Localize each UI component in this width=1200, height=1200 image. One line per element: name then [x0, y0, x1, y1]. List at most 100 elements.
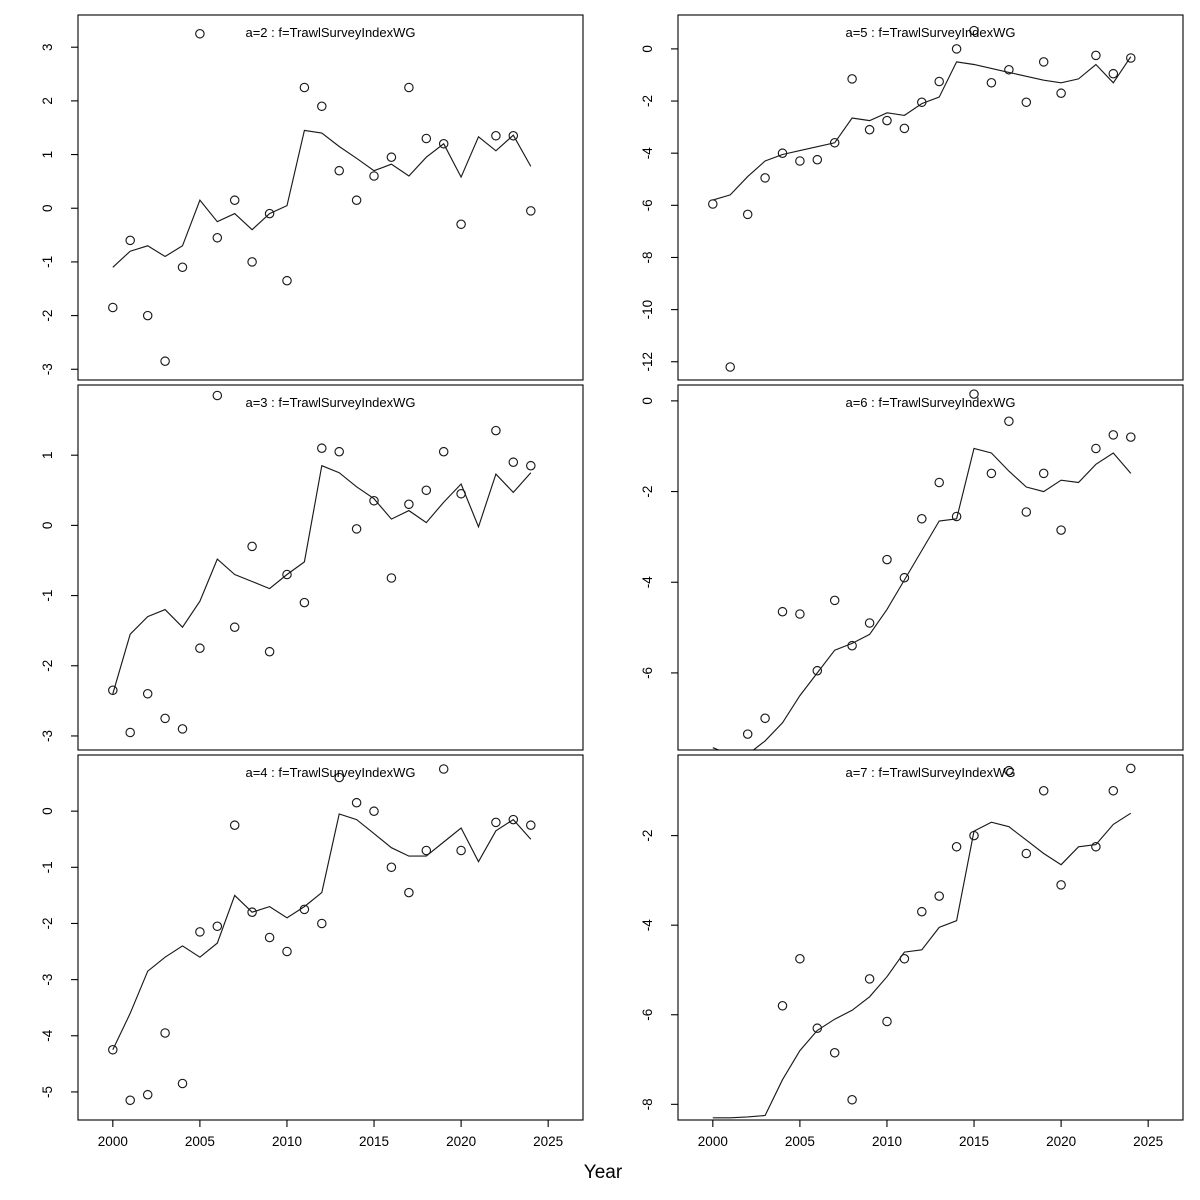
x-tick-label: 2020 [446, 1134, 476, 1149]
y-tick-label: -1 [40, 256, 55, 268]
y-tick-label: -6 [640, 667, 655, 679]
y-tick-label: 0 [640, 45, 655, 53]
observation-point [882, 554, 892, 565]
observation-point [708, 199, 718, 209]
observation-point [1126, 432, 1136, 442]
fitted-line [112, 813, 532, 1051]
y-tick-label: -4 [640, 147, 655, 159]
observation-point [125, 1095, 135, 1106]
y-tick-label: -4 [40, 1029, 55, 1041]
observation-point [864, 618, 875, 628]
observation-point [1091, 50, 1101, 61]
observation-point [491, 131, 501, 141]
observation-point [317, 101, 327, 112]
observation-point [917, 97, 927, 108]
x-tick-label: 2010 [272, 1134, 302, 1149]
observation-point [264, 208, 275, 219]
observation-point [1056, 880, 1066, 890]
observation-point [864, 974, 875, 984]
observation-point [195, 643, 205, 653]
observation-point [282, 275, 292, 286]
y-tick-label: 0 [40, 807, 55, 815]
observation-point [317, 443, 327, 453]
observation-point [142, 1089, 153, 1100]
observation-point [108, 302, 118, 313]
y-tick-label: -4 [640, 919, 655, 931]
x-tick-label: 2015 [959, 1134, 989, 1149]
observation-point [742, 209, 753, 220]
observation-point [917, 514, 927, 524]
observation-point [899, 572, 910, 583]
observation-point [795, 156, 805, 166]
y-tick-label: 2 [40, 97, 55, 105]
fitted-line [712, 447, 1132, 750]
panel-title: a=3 : f=TrawlSurveyIndexWG [245, 395, 415, 410]
x-axis-label: Year [584, 1162, 623, 1183]
observation-point [1091, 842, 1101, 852]
y-tick-label: -5 [40, 1086, 55, 1098]
observation-point [456, 489, 466, 499]
y-tick-label: 3 [40, 43, 55, 51]
observation-point [386, 152, 397, 162]
y-tick-label: -2 [40, 917, 55, 929]
observation-point [351, 797, 362, 808]
y-tick-label: -1 [40, 861, 55, 873]
observation-point [438, 764, 449, 774]
observation-point [334, 446, 344, 457]
y-tick-label: -2 [40, 660, 55, 672]
observation-point [282, 946, 292, 957]
observation-point [229, 195, 240, 205]
observation-point [264, 932, 275, 943]
observation-point [421, 485, 432, 496]
observation-point [212, 921, 223, 932]
observation-point [1108, 786, 1119, 796]
observation-point [795, 609, 805, 619]
observation-point [1004, 416, 1014, 427]
observation-point [351, 195, 362, 205]
observation-point [934, 891, 944, 901]
y-tick-label: -6 [640, 1009, 655, 1021]
observation-point [934, 76, 944, 87]
panel-data-layer [108, 29, 536, 366]
fitted-line [712, 812, 1132, 1119]
observation-point [508, 814, 519, 825]
x-tick-label: 2025 [533, 1134, 563, 1149]
panel-border [677, 754, 1184, 1121]
observation-point [526, 460, 536, 471]
observation-point [282, 569, 292, 580]
observation-point [1038, 786, 1049, 796]
observation-point [334, 165, 344, 176]
fitted-line [112, 464, 532, 694]
observation-point [969, 25, 979, 36]
observation-point [369, 496, 379, 506]
y-tick-label: 0 [640, 397, 655, 405]
panel-data-layer [108, 764, 536, 1106]
observation-point [777, 1001, 788, 1011]
x-tick-label: 2005 [785, 1134, 815, 1149]
observation-point [421, 133, 432, 144]
observation-point [299, 597, 310, 608]
observation-point [1021, 97, 1032, 108]
panel-title: a=4 : f=TrawlSurveyIndexWG [245, 765, 415, 780]
observation-point [1004, 765, 1014, 776]
observation-point [404, 499, 414, 510]
observation-point [882, 1016, 892, 1027]
observation-point [386, 862, 397, 873]
observation-point [369, 171, 379, 181]
y-tick-label: -3 [40, 974, 55, 986]
panel-title: a=7 : f=TrawlSurveyIndexWG [845, 765, 1015, 780]
observation-point [142, 689, 153, 699]
observation-point [456, 845, 466, 856]
observation-point [108, 685, 118, 696]
observation-point [777, 606, 788, 617]
observation-point [229, 622, 240, 632]
observation-point [795, 954, 805, 964]
panel-border [677, 14, 1184, 381]
observation-point [847, 640, 857, 651]
observation-point [829, 595, 840, 606]
observation-point [491, 425, 501, 436]
observation-point [1038, 468, 1049, 479]
panel-data-layer [708, 25, 1136, 372]
